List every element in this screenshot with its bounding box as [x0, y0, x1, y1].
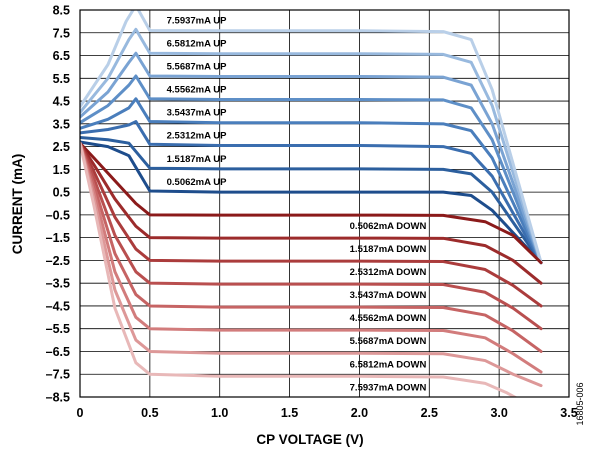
series-line: [80, 141, 543, 388]
y-axis-title: CURRENT (mA): [10, 154, 25, 255]
series-label: 7.5937mA UP: [167, 16, 228, 27]
plot-frame: [79, 9, 570, 398]
y-tick-label: 6.5: [53, 49, 70, 63]
series-label: 4.5562mA DOWN: [350, 313, 427, 324]
y-tick-label: 8.5: [53, 4, 70, 18]
y-tick-label: 4.5: [53, 95, 70, 109]
y-tick-label: –8.5: [46, 391, 70, 405]
x-tick-label: 2.0: [351, 406, 368, 420]
x-tick-label: 0: [77, 406, 84, 420]
y-axis-ticks: 8.5 7.5 6.5 5.5 4.5 3.5 2.5 1.5 0.5 –0.5 –1.5 –2.5 –…: [46, 4, 70, 405]
series-line: [80, 135, 543, 265]
series-label: 1.5187mA DOWN: [350, 244, 427, 255]
series-labels: 0.5062mA UP 1.5187mA UP 2.5312mA UP 3.5437m…: [167, 16, 427, 394]
series-label: 5.5687mA DOWN: [350, 336, 427, 347]
x-axis-title: CP VOLTAGE (V): [256, 432, 363, 447]
series-label: 0.5062mA DOWN: [350, 221, 427, 232]
series-line: [80, 141, 518, 397]
y-tick-label: 0.5: [53, 186, 70, 200]
series-line: [80, 141, 543, 374]
series-label: 3.5437mA UP: [167, 108, 228, 119]
series-label: 2.5312mA DOWN: [350, 267, 427, 278]
series-line: [80, 141, 543, 285]
grid: [79, 9, 570, 398]
series-label: 4.5562mA UP: [167, 84, 228, 95]
series-label: 1.5187mA UP: [167, 154, 228, 165]
y-tick-label: –0.5: [46, 208, 70, 222]
series-label: 5.5687mA UP: [167, 61, 228, 72]
series-label: 6.5812mA UP: [167, 39, 228, 50]
series-line: [80, 10, 543, 265]
figure-id: 16805-006: [575, 382, 585, 425]
series-line: [80, 140, 543, 265]
series-line: [80, 97, 543, 265]
y-tick-label: –4.5: [46, 299, 70, 313]
series-lines: [80, 10, 543, 397]
series-line: [80, 51, 543, 265]
series-line: [80, 74, 543, 265]
x-tick-label: 3.5: [560, 406, 577, 420]
x-tick-label: 3.0: [490, 406, 507, 420]
x-tick-label: 2.5: [421, 406, 438, 420]
series-line: [80, 141, 543, 331]
y-tick-label: 1.5: [53, 163, 70, 177]
y-tick-label: –5.5: [46, 322, 70, 336]
series-line: [80, 141, 543, 353]
series-line: [80, 120, 543, 265]
series-label: 0.5062mA UP: [167, 177, 228, 188]
y-tick-label: –6.5: [46, 345, 70, 359]
series-label: 6.5812mA DOWN: [350, 359, 427, 370]
y-tick-label: –3.5: [46, 277, 70, 291]
series-label: 2.5312mA UP: [167, 130, 228, 141]
y-tick-label: –1.5: [46, 231, 70, 245]
y-tick-label: 3.5: [53, 117, 70, 131]
y-tick-label: –7.5: [46, 368, 70, 382]
series-line: [80, 27, 543, 265]
series-line: [80, 141, 543, 265]
y-tick-label: 2.5: [53, 140, 70, 154]
y-tick-label: 5.5: [53, 72, 70, 86]
series-label: 3.5437mA DOWN: [350, 290, 427, 301]
x-tick-label: 1.0: [211, 406, 228, 420]
x-axis-ticks: 0 0.5 1.0 1.5 2.0 2.5 3.0 3.5: [77, 406, 578, 420]
series-label: 7.5937mA DOWN: [350, 382, 427, 393]
x-tick-label: 0.5: [141, 406, 158, 420]
x-tick-label: 1.5: [281, 406, 298, 420]
series-line: [80, 141, 543, 308]
y-tick-label: –2.5: [46, 254, 70, 268]
y-tick-label: 7.5: [53, 26, 70, 40]
